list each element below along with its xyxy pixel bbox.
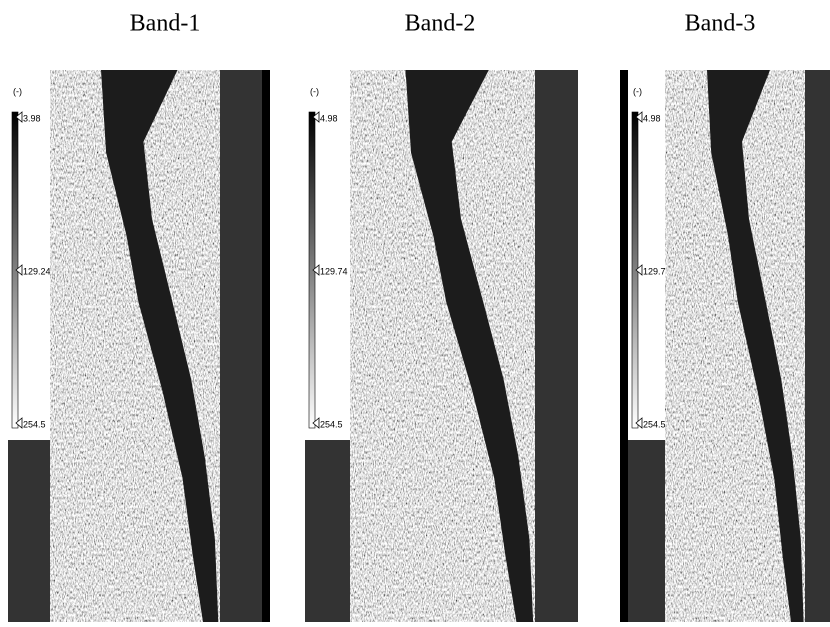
colorbar-tick-label: 3.98 [23, 113, 41, 123]
colorbar-unit: (-) [310, 86, 319, 96]
colorbar-empty [8, 440, 50, 622]
colorbar-empty [628, 440, 665, 622]
colorbar-unit: (-) [13, 86, 22, 96]
no-data-strip [805, 70, 830, 622]
colorbar-tick-label: 4.98 [320, 113, 338, 123]
colorbar-tick-label: 4.98 [643, 113, 661, 123]
no-data-strip [535, 70, 578, 622]
colorbar-tick-label: 129.24 [23, 266, 51, 276]
colorbar-tick-label: 254.5 [643, 419, 666, 429]
page: {"panels": [ {"title": "Band-1", "unit":… [0, 0, 830, 622]
border [262, 70, 270, 622]
colorbar-unit: (-) [633, 86, 642, 96]
panel: Band-1 (-) 3.98 129.24 254.5 [8, 11, 270, 623]
panel-title: Band-2 [405, 11, 476, 37]
colorbar-tick-label: 254.5 [23, 419, 46, 429]
colorbar-tick-label: 254.5 [320, 419, 343, 429]
panel-title: Band-1 [130, 11, 201, 37]
panel: Band-2 (-) 4.98 129.74 254.5 [305, 11, 578, 623]
colorbar-empty [305, 440, 350, 622]
colorbar-tick-label: 129.74 [320, 266, 348, 276]
no-data-strip [220, 70, 262, 622]
panel-title: Band-3 [685, 11, 756, 37]
border [620, 70, 628, 622]
figure: Band-1 (-) 3.98 129.24 254.5 Band-2 (-) 4.98 129… [0, 0, 830, 622]
